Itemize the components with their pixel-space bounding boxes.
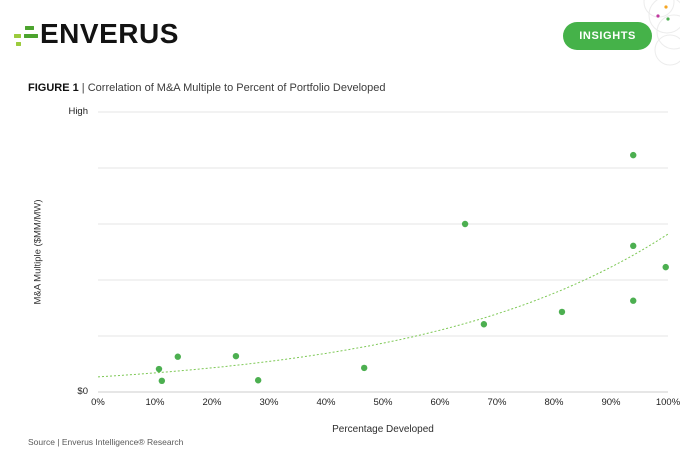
x-axis-title: Percentage Developed — [332, 424, 434, 435]
x-tick-label: 50% — [373, 397, 393, 408]
y-axis-title: M&A Multiple ($MM/MW) — [32, 199, 44, 305]
y-tick-zero: $0 — [77, 386, 88, 397]
x-tick-label: 60% — [430, 397, 450, 408]
enverus-logo[interactable]: ENVERUS — [14, 20, 179, 48]
x-axis-ticks: 0% 10% 20% 30% 40% 50% 60% 70% 80% 90% 100% — [0, 397, 680, 409]
scatter-chart — [97, 111, 669, 393]
scatter-point — [232, 352, 240, 360]
x-tick-label: 20% — [202, 397, 222, 408]
scatter-point — [662, 263, 669, 271]
scatter-point — [558, 308, 566, 316]
scatter-point — [155, 365, 163, 373]
x-tick-label: 70% — [487, 397, 507, 408]
figure-title-text: Correlation of M&A Multiple to Percent o… — [87, 82, 386, 94]
scatter-point — [254, 377, 262, 384]
x-tick-label: 0% — [91, 397, 105, 408]
x-tick-label: 90% — [601, 397, 621, 408]
source-text: Source | Enverus Intelligence® Research — [28, 437, 184, 447]
scatter-point — [360, 364, 368, 372]
x-tick-label: 10% — [145, 397, 165, 408]
scatter-point — [158, 377, 166, 384]
deco-dot-orange — [664, 5, 668, 9]
figure-title-separator: | — [78, 82, 88, 94]
x-tick-label: 80% — [544, 397, 564, 408]
deco-dot-magenta — [656, 14, 660, 18]
y-tick-high: High — [68, 106, 88, 117]
scatter-point — [174, 353, 181, 360]
deco-dot-green — [666, 17, 670, 21]
x-tick-label: 100% — [655, 397, 680, 408]
x-tick-label: 40% — [316, 397, 336, 408]
decorative-circles — [643, 0, 680, 66]
insights-button[interactable]: INSIGHTS — [563, 22, 652, 50]
logo-dashes-icon — [14, 25, 38, 46]
scatter-point — [630, 297, 637, 304]
scatter-point — [480, 321, 488, 328]
scatter-point — [630, 151, 637, 159]
scatter-point — [461, 220, 469, 228]
logo-text: ENVERUS — [40, 18, 179, 49]
trend-line — [97, 233, 669, 378]
x-tick-label: 30% — [259, 397, 279, 408]
figure-label: FIGURE 1 — [28, 82, 79, 94]
figure-title: FIGURE 1 | Correlation of M&A Multiple t… — [28, 82, 385, 94]
scatter-point — [630, 242, 637, 250]
